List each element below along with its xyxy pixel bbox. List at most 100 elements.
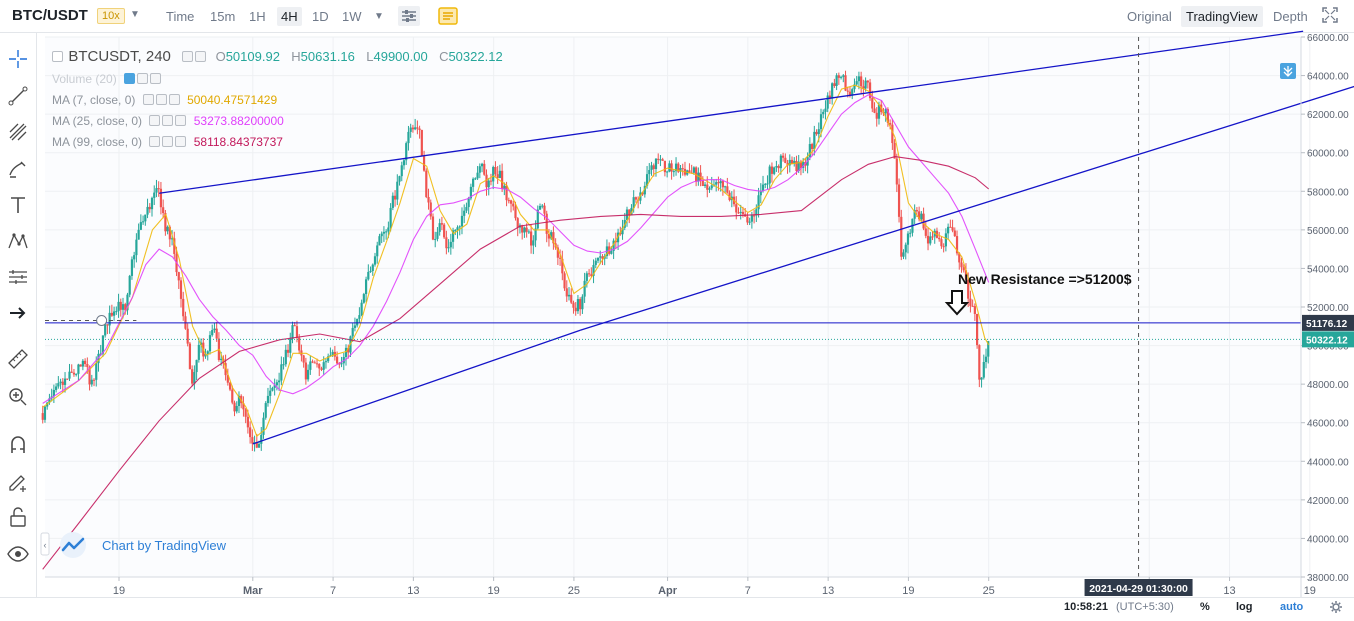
timezone[interactable]: (UTC+5:30) xyxy=(1116,601,1174,613)
candle-body xyxy=(237,395,241,407)
candle-body xyxy=(793,160,796,164)
tradingview-logo-icon xyxy=(60,532,86,558)
candle-body xyxy=(601,256,604,259)
prediction-tool-icon[interactable] xyxy=(6,265,30,289)
candle-body xyxy=(164,213,167,232)
low-value: 49900.00 xyxy=(373,49,428,64)
gear-icon[interactable] xyxy=(1329,600,1343,614)
view-original[interactable]: Original xyxy=(1127,9,1172,24)
toolbar-collapse-handle[interactable]: ‹ xyxy=(40,532,50,556)
close-icon[interactable] xyxy=(175,115,187,126)
timeframe-15m[interactable]: 15m xyxy=(210,9,236,24)
timeframe-1d[interactable]: 1D xyxy=(312,9,329,24)
candle-body xyxy=(779,155,782,169)
symbol-name[interactable]: BTC/USDT xyxy=(12,7,88,24)
tradingview-credit[interactable]: Chart by TradingView xyxy=(56,530,256,560)
candle-body xyxy=(775,166,778,168)
candle-body xyxy=(233,402,236,412)
candle-body xyxy=(353,325,357,328)
candle-body xyxy=(781,155,785,158)
candle-body xyxy=(538,205,542,210)
magnet-icon[interactable] xyxy=(6,433,30,457)
ma25-title: MA (25, close, 0) xyxy=(52,114,143,128)
candle-body xyxy=(485,174,488,188)
settings-gear-icon[interactable] xyxy=(182,51,194,62)
candle-body xyxy=(822,111,825,115)
settings-gear-icon[interactable] xyxy=(162,136,174,147)
candle-body xyxy=(61,381,64,385)
candle-body xyxy=(708,188,711,190)
timeframe-1w[interactable]: 1W xyxy=(342,9,362,24)
candle-body xyxy=(846,90,849,92)
settings-gear-icon[interactable] xyxy=(155,94,167,105)
time-axis[interactable]: 19Mar7131925Apr713192571319 xyxy=(113,577,1316,597)
eye-toggle-icon[interactable] xyxy=(124,73,136,84)
candle-body xyxy=(472,178,475,187)
pattern-icon[interactable] xyxy=(6,229,30,253)
settings-gear-icon[interactable] xyxy=(162,115,174,126)
ma25-line xyxy=(42,94,990,404)
collapse-legend-icon[interactable] xyxy=(52,51,63,62)
candle-body xyxy=(329,355,332,357)
timeframe-1h[interactable]: 1H xyxy=(249,9,266,24)
candle-body xyxy=(344,347,348,358)
candle-body xyxy=(255,442,258,448)
view-depth[interactable]: Depth xyxy=(1273,9,1308,24)
axis-price-labels: 51176.12 50322.12 2021-04-29 01:30:00 xyxy=(1084,314,1354,596)
trend-line-icon[interactable] xyxy=(6,84,30,108)
candle-body xyxy=(162,207,165,214)
settings-gear-icon[interactable] xyxy=(195,51,207,62)
candle-body xyxy=(808,144,811,158)
zoom-in-icon[interactable] xyxy=(6,385,30,409)
trend-line xyxy=(252,329,581,445)
eye-toggle-icon[interactable] xyxy=(149,115,161,126)
crosshair-icon[interactable] xyxy=(6,47,30,71)
percent-scale-toggle[interactable]: % xyxy=(1200,601,1210,613)
scroll-to-realtime-button[interactable] xyxy=(1280,63,1296,79)
candle-body xyxy=(561,258,564,274)
settings-gear-icon[interactable] xyxy=(137,73,149,84)
eye-toggle-icon[interactable] xyxy=(142,94,154,105)
close-icon[interactable] xyxy=(168,94,180,105)
timeframe-4h[interactable]: 4H xyxy=(277,7,302,26)
log-scale-toggle[interactable]: log xyxy=(1236,601,1253,613)
lock-drawings-pencil-icon[interactable] xyxy=(6,469,30,493)
leverage-badge[interactable]: 10x xyxy=(97,8,125,24)
price-axis[interactable]: 38000.00 40000.00 42000.00 44000.00 46000.00… xyxy=(1301,33,1349,584)
timeframe-time[interactable]: Time xyxy=(166,9,195,24)
timeframe-more-chevron-icon[interactable]: ▼ xyxy=(374,11,384,22)
candle-body xyxy=(340,363,343,365)
candle-body xyxy=(420,130,423,157)
resistance-price-label-bg xyxy=(1302,314,1354,331)
candle-body xyxy=(938,237,941,240)
chevron-down-icon[interactable]: ▼ xyxy=(130,9,140,20)
eye-toggle-icon[interactable] xyxy=(149,136,161,147)
auto-scale-toggle[interactable]: auto xyxy=(1280,601,1304,613)
brush-icon[interactable] xyxy=(6,157,30,181)
ma7-title: MA (7, close, 0) xyxy=(52,93,136,107)
candle-body xyxy=(877,104,881,119)
candle-body xyxy=(574,307,577,312)
close-icon[interactable] xyxy=(175,136,187,147)
close-icon[interactable] xyxy=(150,73,162,84)
candle-body xyxy=(759,190,762,196)
text-tool-icon[interactable] xyxy=(6,193,30,217)
candle-body xyxy=(507,200,510,202)
eye-icon[interactable] xyxy=(6,542,30,566)
arrow-right-icon[interactable] xyxy=(6,301,30,325)
time-tick-label: 13 xyxy=(407,585,419,597)
candle-body xyxy=(757,195,760,210)
ruler-icon[interactable] xyxy=(6,347,30,371)
indicators-settings-icon[interactable] xyxy=(398,6,420,26)
time-tick-label: 7 xyxy=(330,585,336,597)
lock-icon[interactable] xyxy=(6,505,30,529)
candle-body xyxy=(228,382,232,390)
chart-template-icon[interactable] xyxy=(437,6,459,26)
view-tradingview[interactable]: TradingView xyxy=(1181,6,1263,27)
candle-body xyxy=(387,227,390,232)
candle-body xyxy=(964,270,968,280)
candle-body xyxy=(750,215,753,222)
fib-retracement-icon[interactable] xyxy=(6,120,30,144)
fullscreen-icon[interactable] xyxy=(1322,7,1338,23)
